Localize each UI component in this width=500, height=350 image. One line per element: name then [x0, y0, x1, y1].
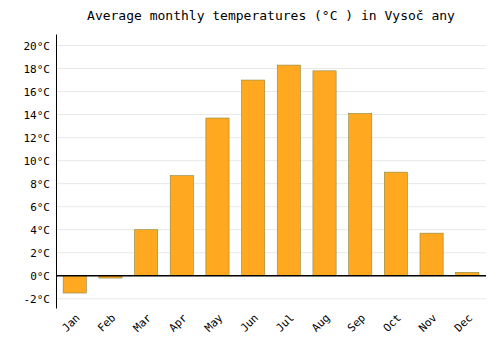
grid-line: [56, 137, 486, 138]
y-tick: 0°C: [30, 270, 56, 283]
y-tick: 16°C: [24, 86, 57, 99]
y-tick-label: 0°C: [30, 270, 50, 283]
y-tick: 12°C: [24, 132, 57, 145]
bar: [206, 118, 229, 276]
x-tick-label: May: [202, 311, 226, 335]
x-tick: Jun: [238, 311, 261, 334]
bar: [135, 230, 158, 276]
x-tick: Oct: [381, 311, 404, 334]
y-tick-label: 2°C: [30, 247, 50, 260]
y-tick: 20°C: [24, 40, 57, 53]
x-tick: Mar: [131, 311, 155, 335]
grid: [56, 46, 486, 299]
x-tick: Aug: [309, 311, 332, 334]
y-tick-label: 10°C: [24, 155, 51, 168]
grid-line: [56, 160, 486, 161]
y-tick-label: 8°C: [30, 178, 50, 191]
title: Average monthly temperatures (°C ) in Vy…: [87, 8, 455, 23]
x-tick-label: Oct: [381, 311, 404, 334]
y-tick: 6°C: [30, 201, 56, 214]
bar: [242, 80, 265, 276]
grid-line: [56, 183, 486, 184]
x-tick: Jul: [274, 311, 297, 334]
bar: [384, 172, 407, 276]
x-tick: Jan: [59, 311, 82, 334]
x-tick-label: Apr: [166, 311, 190, 335]
grid-line: [56, 298, 486, 299]
y-axis-line: [56, 35, 57, 309]
bar: [420, 233, 443, 276]
x-tick-label: Nov: [416, 311, 440, 335]
grid-line: [56, 275, 486, 276]
y-tick: 2°C: [30, 247, 56, 260]
y-tick-label: 16°C: [24, 86, 51, 99]
x-tick: Apr: [166, 311, 190, 335]
y-tick: -2°C: [24, 293, 57, 306]
grid-line: [56, 229, 486, 230]
x-tick: May: [202, 311, 226, 335]
x-tick-label: Sep: [345, 311, 368, 334]
grid-line: [56, 91, 486, 92]
y-tick: 4°C: [30, 224, 56, 237]
bars: [63, 65, 479, 293]
y-tick: 14°C: [24, 109, 57, 122]
x-axis: Jan Feb Mar Apr May Jun Jul Aug Sep Oct Nov Dec: [57, 309, 487, 335]
zero-line: [56, 275, 486, 277]
grid-line: [56, 114, 486, 115]
y-tick-label: 4°C: [30, 224, 50, 237]
x-tick: Sep: [345, 311, 368, 334]
y-tick-label: 12°C: [24, 132, 51, 145]
y-tick: 10°C: [24, 155, 57, 168]
x-tick-label: Feb: [95, 311, 118, 334]
bar: [63, 276, 86, 293]
y-tick: 8°C: [30, 178, 56, 191]
chart: -2°C 0°C 2°C 4°C 6°C 8°C 10°C 12°C 14°C 16°C 18°C 2…: [0, 0, 500, 350]
x-tick-label: Jul: [274, 311, 297, 334]
bar: [170, 176, 193, 276]
x-tick: Dec: [452, 311, 475, 334]
grid-line: [56, 68, 486, 69]
x-tick-label: Jan: [59, 311, 82, 334]
x-tick: Feb: [95, 311, 118, 334]
y-axis: -2°C 0°C 2°C 4°C 6°C 8°C 10°C 12°C 14°C 16°C 18°C 2…: [24, 35, 57, 309]
x-axis-line: [57, 308, 487, 309]
x-tick-label: Mar: [131, 311, 155, 335]
grid-line: [56, 45, 486, 46]
bar: [313, 71, 336, 276]
x-tick-label: Dec: [452, 311, 475, 334]
bar: [277, 65, 300, 276]
y-tick-label: 6°C: [30, 201, 50, 214]
grid-line: [56, 206, 486, 207]
plot: -2°C 0°C 2°C 4°C 6°C 8°C 10°C 12°C 14°C 16°C 18°C 2…: [24, 35, 487, 335]
bar: [349, 113, 372, 275]
y-tick-label: -2°C: [24, 293, 51, 306]
x-tick-label: Jun: [238, 311, 261, 334]
y-tick: 18°C: [24, 63, 57, 76]
y-tick-label: 20°C: [24, 40, 51, 53]
x-tick: Nov: [416, 311, 440, 335]
y-tick-label: 14°C: [24, 109, 51, 122]
y-tick-label: 18°C: [24, 63, 51, 76]
x-tick-label: Aug: [309, 311, 332, 334]
